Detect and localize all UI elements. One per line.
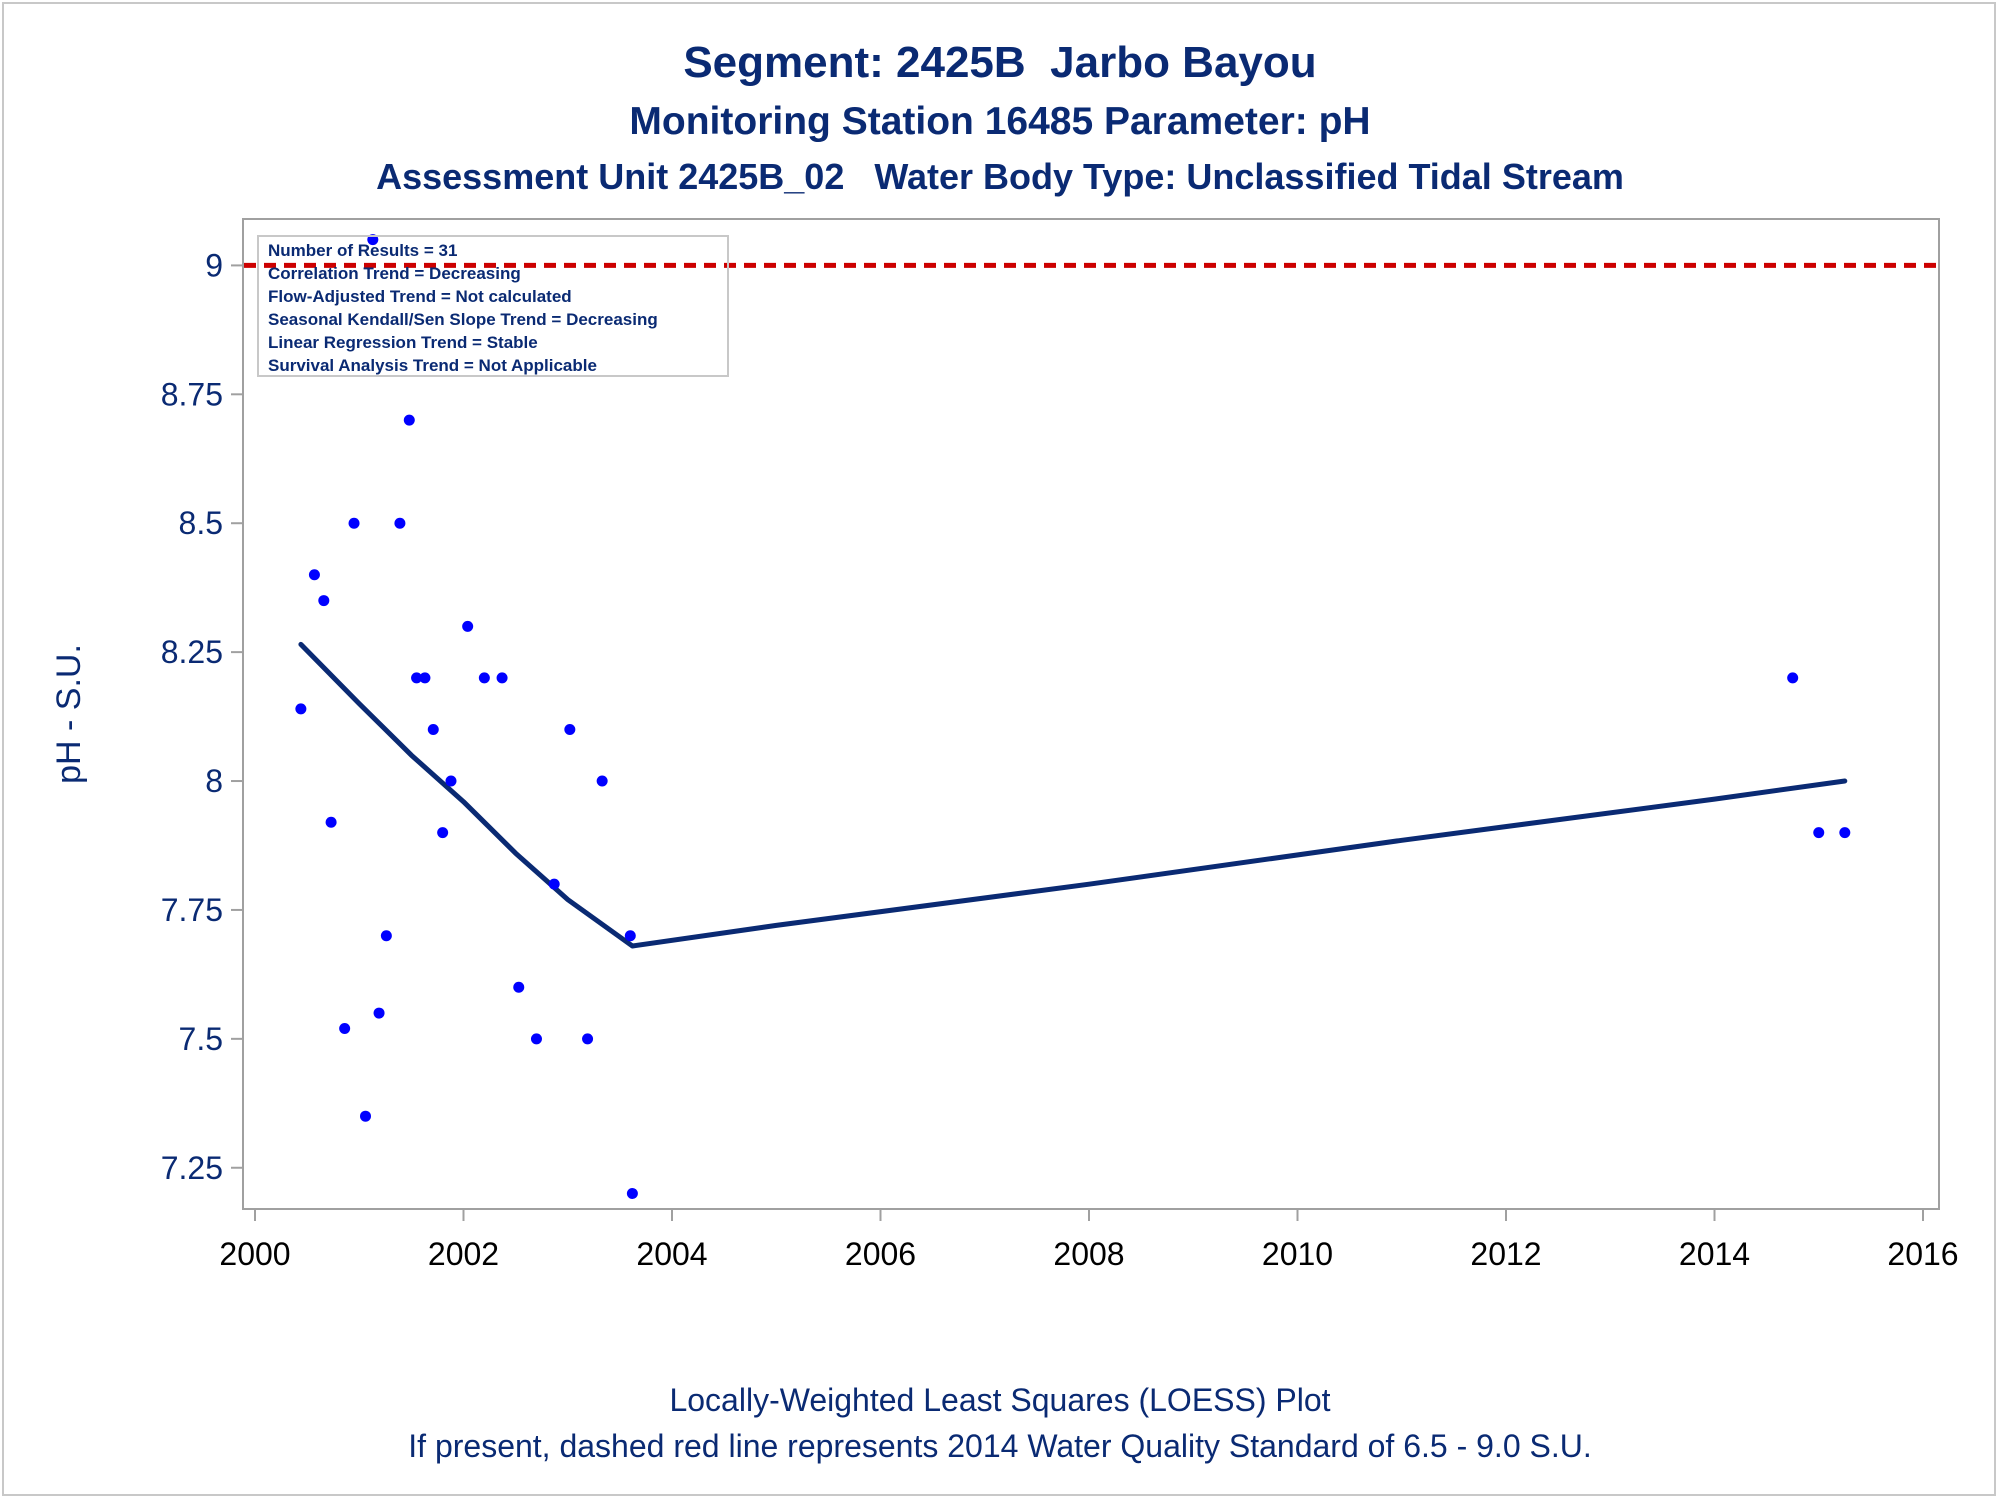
legend-line-4: Seasonal Kendall/Sen Slope Trend = Decre… [268,310,658,329]
data-point-1 [295,703,307,715]
y-tick-label-5: 8.5 [179,505,223,541]
legend-box [257,235,729,377]
y-tick-label-7: 9 [205,247,223,283]
loess-curve-group [298,641,1848,949]
x-tick-label-5: 2010 [1262,1236,1333,1272]
x-tick-label-3: 2006 [845,1236,916,1272]
data-point-14 [419,672,431,684]
data-point-31 [1839,827,1851,839]
data-point-11 [394,517,406,529]
legend-line-5: Linear Regression Trend = Stable [268,333,538,352]
data-point-3 [318,595,330,607]
data-point-2 [308,569,320,581]
legend-line-2: Correlation Trend = Decreasing [268,264,521,283]
x-tick-label-7: 2014 [1679,1236,1750,1272]
data-point-10 [380,930,392,942]
plot-area-border [242,218,1940,1210]
data-point-23 [548,878,560,890]
data-point-9 [373,1007,385,1019]
y-tick-label-1: 7.5 [179,1021,223,1057]
data-point-16 [437,827,449,839]
legend-line-6: Survival Analysis Trend = Not Applicable [268,356,597,375]
data-point-19 [478,672,490,684]
x-tick-label-4: 2008 [1053,1236,1124,1272]
data-points-group [295,234,1851,1200]
data-point-29 [1787,672,1799,684]
loess-curve [298,641,1848,949]
data-point-18 [462,620,474,632]
y-tick-label-6: 8.75 [161,376,223,412]
data-point-27 [624,930,636,942]
data-point-20 [496,672,508,684]
data-point-6 [348,517,360,529]
legend-line-1: Number of Results = 31 [268,241,457,260]
x-tick-label-1: 2002 [428,1236,499,1272]
x-axis: 2000 2002 2004 2006 2008 2010 2012 2014 2016 [219,1209,1959,1272]
y-axis: 7.25 7.5 7.75 8 8.25 8.5 8.75 9 [161,247,243,1186]
y-tick-label-0: 7.25 [161,1150,223,1186]
data-point-21 [513,981,525,993]
y-tick-label-4: 8.25 [161,634,223,670]
data-point-12 [403,414,415,426]
data-point-7 [360,1110,372,1122]
trend-legend: Number of Results = 31 Correlation Trend … [257,235,729,377]
x-tick-label-0: 2000 [219,1236,290,1272]
y-axis-label: pH - S.U. [50,644,88,784]
data-point-24 [564,723,576,735]
x-tick-label-2: 2004 [636,1236,707,1272]
chart-title: Segment: 2425B Jarbo Bayou [683,38,1317,87]
legend-line-3: Flow-Adjusted Trend = Not calculated [268,287,572,306]
data-point-15 [427,723,439,735]
data-point-25 [582,1033,594,1045]
chart-subtitle-station: Monitoring Station 16485 Parameter: pH [629,100,1371,143]
y-tick-label-2: 7.75 [161,892,223,928]
data-point-30 [1813,827,1825,839]
data-point-5 [339,1023,351,1035]
footnote-standard: If present, dashed red line represents 2… [408,1428,1592,1464]
footnote-loess: Locally-Weighted Least Squares (LOESS) P… [669,1382,1331,1418]
data-point-13 [411,672,423,684]
data-point-17 [445,775,457,787]
data-point-28 [626,1188,638,1200]
x-tick-label-8: 2016 [1887,1236,1958,1272]
data-point-26 [596,775,608,787]
data-point-4 [325,816,337,828]
x-tick-label-6: 2012 [1470,1236,1541,1272]
chart-subtitle-assessment: Assessment Unit 2425B_02 Water Body Type… [376,156,1624,197]
y-tick-label-3: 8 [205,763,223,799]
data-point-22 [530,1033,542,1045]
